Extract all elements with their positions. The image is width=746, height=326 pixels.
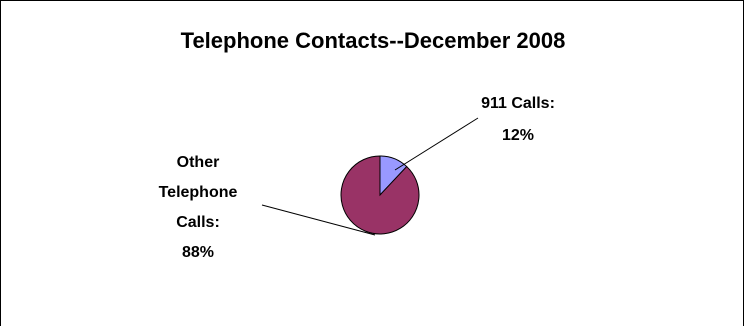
slice-label-other-line3: Calls: — [176, 214, 220, 231]
chart-title: Telephone Contacts--December 2008 — [180, 28, 566, 53]
pie-slice-other-calls — [340, 155, 420, 235]
slice-label-other-line1: Other — [177, 154, 220, 171]
slice-label-911-calls: 911 Calls: — [481, 95, 555, 112]
slice-value-other-calls: 88% — [182, 244, 214, 261]
slice-value-911-calls: 12% — [502, 127, 534, 144]
leader-line-911-calls — [394, 117, 479, 171]
leader-line-other-calls — [261, 204, 376, 236]
slice-label-other-line2: Telephone — [159, 184, 238, 201]
